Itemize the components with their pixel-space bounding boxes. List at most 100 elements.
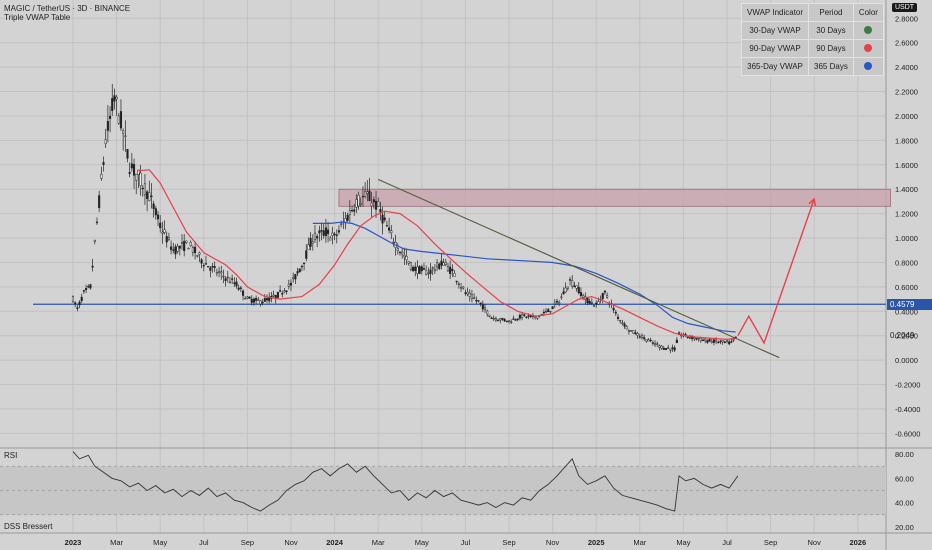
candle-body — [492, 317, 495, 320]
candle-body — [688, 337, 691, 339]
time-tick-label: May — [153, 538, 167, 547]
candle-body — [695, 338, 698, 340]
candle-body — [403, 254, 406, 258]
candle-body — [497, 319, 500, 322]
candle — [407, 260, 410, 266]
candle — [625, 324, 628, 330]
candle — [558, 300, 561, 307]
time-tick-label: Nov — [284, 538, 298, 547]
candle — [431, 266, 434, 275]
rsi-tick-label: 20.00 — [895, 523, 914, 532]
candle-body — [137, 169, 140, 175]
candle-body — [385, 225, 388, 227]
candle — [449, 260, 452, 279]
vwap-table-row: 90-Day VWAP 90 Days — [740, 39, 884, 58]
candle-body — [109, 115, 112, 119]
candle-body — [189, 241, 192, 246]
candle — [100, 166, 103, 181]
candle — [442, 258, 445, 266]
candle-body — [483, 307, 487, 310]
dss-label: DSS Bressert — [4, 522, 53, 531]
candle-body — [640, 335, 644, 338]
candle-body — [734, 336, 737, 338]
candle-body — [213, 266, 216, 268]
candle — [616, 313, 620, 322]
candle-body — [590, 301, 593, 304]
candle-body — [396, 248, 399, 252]
candle — [76, 304, 79, 312]
candle-body — [564, 287, 567, 293]
candle — [383, 211, 386, 223]
candle — [139, 164, 142, 196]
candle-body — [697, 337, 700, 340]
candle-body — [388, 227, 391, 231]
candle — [111, 83, 114, 116]
candle — [494, 316, 497, 323]
vwap-period: 30 Days — [808, 21, 854, 40]
candle — [436, 259, 439, 272]
candle — [516, 318, 519, 322]
candle — [462, 285, 465, 290]
candle-body — [449, 266, 452, 274]
candle-body — [473, 297, 476, 299]
candle-body — [595, 302, 598, 305]
candle-body — [501, 318, 504, 320]
candle-body — [331, 232, 334, 236]
candle-body — [455, 280, 458, 283]
candle — [71, 295, 75, 303]
candle — [451, 264, 454, 277]
candle-body — [146, 191, 149, 199]
candle-body — [468, 292, 471, 297]
candle — [643, 334, 646, 342]
candles — [71, 83, 737, 354]
candle — [180, 234, 184, 250]
candle-body — [438, 263, 441, 269]
candle — [396, 242, 399, 255]
candle — [333, 231, 336, 241]
candle-body — [667, 347, 670, 349]
candle — [573, 282, 576, 288]
candle — [95, 217, 99, 225]
candle — [440, 253, 443, 270]
time-tick-label: Mar — [372, 538, 385, 547]
candle-body — [361, 195, 364, 198]
currency-badge[interactable]: USDT — [892, 3, 918, 12]
projection-arrowhead-icon — [808, 197, 817, 206]
candle-body — [638, 336, 641, 338]
candle — [414, 262, 417, 277]
candle-body — [248, 296, 251, 299]
candle — [732, 339, 735, 342]
last-price-tag: 0.2049 — [890, 330, 915, 340]
candle-body — [675, 339, 678, 343]
candle — [215, 268, 218, 277]
candle-body — [422, 268, 426, 270]
candle-body — [715, 339, 718, 342]
candle-body — [85, 288, 88, 291]
candle-body — [167, 237, 170, 240]
candle — [124, 120, 127, 152]
candle — [701, 338, 705, 341]
candle-body — [656, 343, 659, 345]
candle — [156, 210, 160, 227]
candle-body — [287, 283, 290, 287]
vwap-table: VWAP Indicator Period Color 30-Day VWAP … — [740, 3, 884, 76]
candle-body — [322, 230, 325, 236]
time-tick-label: Sep — [764, 538, 777, 547]
candle — [113, 88, 116, 110]
candle — [401, 247, 404, 259]
candle-body — [701, 339, 705, 341]
candle-body — [451, 268, 454, 272]
candle-body — [98, 195, 101, 209]
vwap-color-cell — [852, 21, 884, 40]
candle — [595, 300, 598, 308]
candle-body — [566, 286, 569, 289]
candle-body — [276, 291, 279, 298]
candle — [664, 348, 668, 351]
candle — [165, 231, 168, 248]
time-tick-label: Sep — [241, 538, 254, 547]
candle — [222, 269, 225, 284]
candle — [614, 309, 617, 316]
candle-body — [446, 265, 450, 272]
candle — [331, 226, 334, 245]
candle-body — [719, 340, 722, 343]
